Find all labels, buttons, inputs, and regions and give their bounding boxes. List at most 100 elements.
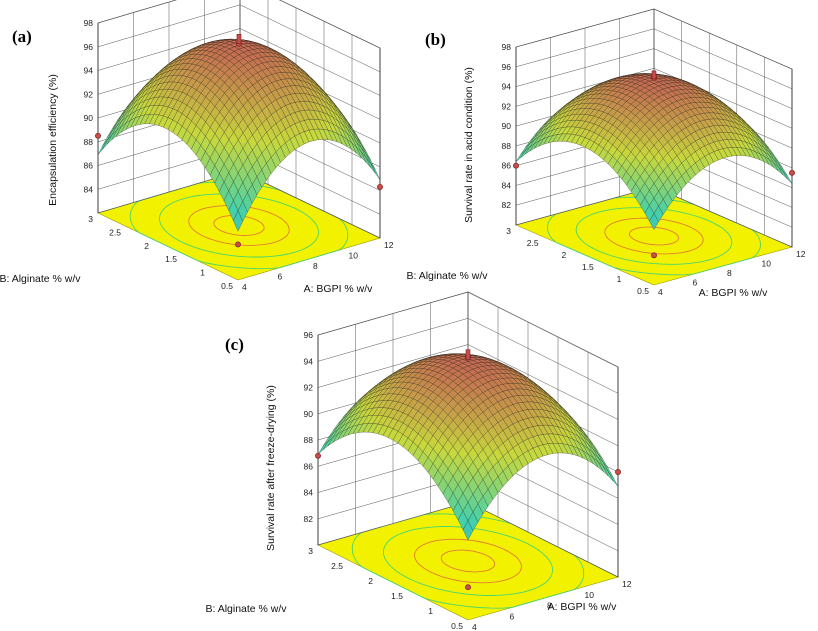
y-tick-label: 3: [506, 226, 511, 236]
panel-b: 82 84 86 88 90 92 94 96 98 4 6 8 10 12 0.5 1 1.5 2 2.5 3 Sur…: [406, 8, 806, 299]
floor-contour-4: [546, 196, 762, 276]
z-tick-label: 92: [502, 101, 512, 111]
floor-contour-2: [414, 538, 522, 584]
x-tick-label: 10: [349, 251, 359, 261]
x-tick-label: 8: [313, 261, 318, 271]
floor-contour-1: [440, 549, 496, 573]
z-axis-title: Encapsulation efficiency (%): [47, 74, 59, 206]
y-tick-label: 2.5: [109, 227, 121, 237]
z-tick-label: 88: [502, 141, 512, 151]
z-tick-label: 96: [304, 330, 314, 340]
z-tick-label: 82: [502, 200, 512, 210]
z-tick-label: 86: [304, 461, 314, 471]
z-tick-label: 96: [84, 42, 94, 52]
surface-cell: [462, 520, 474, 541]
design-point-1: [513, 162, 519, 169]
z-tick-label: 92: [84, 89, 94, 99]
y-tick-label: 2.5: [331, 561, 343, 571]
y-tick-label: 2: [144, 241, 149, 251]
x-axis-title: A: BGPI % w/v: [548, 601, 618, 613]
z-tick-label: 90: [502, 121, 512, 131]
z-tick-label: 84: [304, 488, 314, 498]
x-tick-label: 10: [585, 590, 595, 600]
panel-a: 84 86 88 90 92 94 96 98 4 6 8 10 12 0.5 1 1.5 2 2.5 3 Encap…: [0, 0, 394, 295]
z-tick-label: 90: [84, 113, 94, 123]
wall-gridline-8: [97, 0, 381, 49]
x-axis-title: A: BGPI % w/v: [304, 283, 374, 295]
floor-contour-1: [628, 226, 680, 246]
z-tick-label: 86: [84, 161, 94, 171]
x-tick-label: 12: [622, 579, 632, 589]
z-tick-label: 92: [304, 383, 314, 393]
y-axis-title: B: Alginate % w/v: [205, 603, 287, 615]
y-axis-title: B: Alginate % w/v: [406, 270, 488, 282]
floor-contour-4: [129, 181, 349, 270]
x-tick-label: 12: [384, 240, 394, 250]
z-tick-label: 82: [304, 514, 314, 524]
x-tick-label: 8: [727, 268, 732, 278]
z-tick-label: 84: [84, 184, 94, 194]
floor-contour-3: [575, 207, 733, 265]
z-axis-title: Survival rate after freeze-drying (%): [265, 385, 277, 551]
design-point-3: [651, 252, 657, 259]
design-point-center-marker: [236, 33, 242, 44]
z-tick-label: 86: [502, 161, 512, 171]
z-tick-label: 96: [502, 62, 512, 72]
y-tick-label: 1: [617, 274, 622, 284]
y-tick-label: 0.5: [451, 621, 463, 631]
panel-label: (b): [425, 30, 446, 49]
z-tick-label: 90: [304, 409, 314, 419]
y-axis-title: B: Alginate % w/v: [0, 273, 81, 285]
surface-cell: [649, 213, 659, 230]
response-surface: [97, 38, 381, 232]
design-point-center-marker: [465, 349, 471, 360]
panel-c: 82 84 86 88 90 92 94 96 4 6 8 10 12 0.5 1 1.5 2 2.5 3 Survi…: [205, 291, 632, 631]
design-point-3: [235, 241, 241, 248]
z-tick-label: 94: [502, 82, 512, 92]
y-tick-label: 1: [200, 268, 205, 278]
x-tick-label: 6: [278, 272, 283, 282]
y-tick-label: 3: [88, 214, 93, 224]
x-tick-label: 4: [472, 622, 477, 631]
design-point-2: [789, 169, 795, 176]
floor-contour-3: [158, 193, 320, 258]
floor-contour-3: [382, 526, 554, 596]
design-point-3: [465, 584, 471, 591]
x-tick-label: 10: [762, 259, 772, 269]
x-tick-label: 8: [547, 601, 552, 611]
y-tick-label: 2: [368, 576, 373, 586]
y-tick-label: 2.5: [527, 238, 539, 248]
z-axis-title: Survival rate in acid condition (%): [463, 67, 475, 223]
panel-label: (c): [225, 335, 244, 354]
z-tick-label: 94: [304, 356, 314, 366]
y-tick-label: 1.5: [391, 591, 403, 601]
x-tick-label: 12: [796, 249, 806, 259]
floor-contour-4: [351, 513, 585, 609]
z-tick-label: 94: [84, 66, 94, 76]
x-tick-label: 6: [510, 611, 515, 621]
z-tick-label: 84: [502, 180, 512, 190]
design-point-2: [615, 469, 621, 475]
design-point-center-marker: [651, 70, 657, 80]
z-tick-label: 88: [84, 137, 94, 147]
design-point-2: [377, 183, 383, 190]
x-axis-title: A: BGPI % w/v: [699, 287, 769, 299]
response-surface: [515, 73, 793, 230]
surface-cell: [233, 210, 243, 232]
x-tick-label: 4: [658, 287, 663, 297]
y-tick-label: 1: [428, 606, 433, 616]
floor-contour-2: [604, 217, 704, 255]
panel-label: (a): [12, 27, 32, 46]
x-tick-label: 4: [242, 282, 247, 292]
y-tick-label: 0.5: [637, 286, 649, 296]
response-surface: [317, 353, 619, 541]
y-tick-label: 1.5: [165, 254, 177, 264]
x-tick-label: 6: [693, 278, 698, 288]
z-tick-label: 88: [304, 435, 314, 445]
z-tick-label: 98: [502, 42, 512, 52]
z-tick-label: 98: [84, 18, 94, 28]
design-point-1: [95, 132, 101, 139]
y-tick-label: 1.5: [582, 262, 594, 272]
y-tick-label: 2: [561, 250, 566, 260]
